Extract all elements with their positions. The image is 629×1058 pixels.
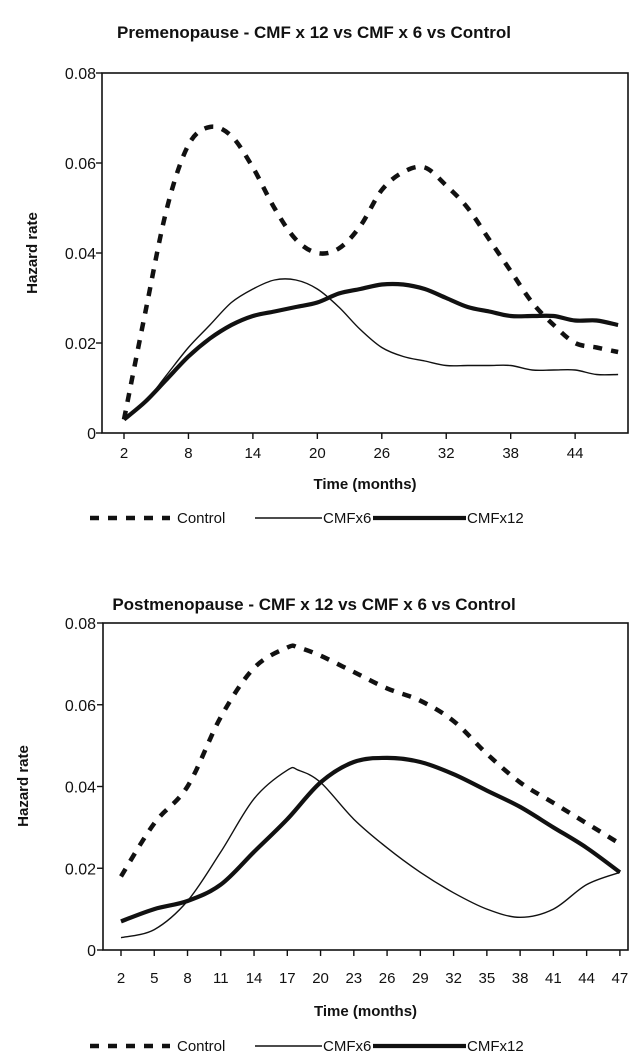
y-tick-label: 0.02 (65, 861, 96, 878)
legend-label-cmfx12: CMFx12 (467, 510, 524, 527)
series-line-cmfx12 (120, 755, 622, 924)
y-tick-label: 0.06 (65, 156, 96, 173)
y-axis-label: Hazard rate (15, 745, 32, 827)
legend-label-cmfx12: CMFx12 (467, 1038, 524, 1055)
x-tick-label: 26 (379, 970, 396, 987)
legend: Control CMFx6 CMFx12 (90, 510, 524, 527)
x-tick-label: 20 (309, 445, 326, 462)
y-tick-label: 0 (87, 426, 96, 443)
legend-label-cmfx6: CMFx6 (323, 1038, 371, 1055)
x-tick-label: 29 (412, 970, 429, 987)
x-tick-label: 14 (246, 970, 263, 987)
chart-title: Postmenopause - CMF x 12 vs CMF x 6 vs C… (112, 595, 515, 614)
x-tick-label: 38 (512, 970, 529, 987)
chart-premenopause: Premenopause - CMF x 12 vs CMF x 6 vs Co… (24, 23, 629, 527)
y-axis-label: Hazard rate (24, 212, 41, 294)
y-tick-label: 0.04 (65, 780, 96, 797)
x-axis-label: Time (months) (314, 1003, 417, 1020)
x-tick-label: 20 (312, 970, 329, 987)
series-line-control (121, 124, 619, 420)
x-tick-label: 41 (545, 970, 562, 987)
x-tick-label: 44 (567, 445, 584, 462)
x-tick-label: 38 (502, 445, 519, 462)
legend-label-control: Control (177, 510, 225, 527)
y-tick-label: 0.02 (65, 336, 96, 353)
x-tick-label: 26 (373, 445, 390, 462)
x-tick-label: 8 (183, 970, 191, 987)
x-tick-label: 5 (150, 970, 158, 987)
x-tick-label: 47 (612, 970, 629, 987)
legend-label-cmfx6: CMFx6 (323, 510, 371, 527)
y-tick-label: 0.04 (65, 246, 96, 263)
y-tick-label: 0.08 (65, 66, 96, 83)
x-tick-label: 8 (184, 445, 192, 462)
series-line-cmfx6 (120, 766, 621, 939)
x-tick-label: 2 (120, 445, 128, 462)
x-tick-label: 44 (578, 970, 595, 987)
x-tick-label: 2 (117, 970, 125, 987)
y-tick-label: 0.08 (65, 616, 96, 633)
legend-label-control: Control (177, 1038, 225, 1055)
series-line-cmfx6 (123, 278, 619, 421)
y-tick-label: 0.06 (65, 698, 96, 715)
x-tick-label: 35 (479, 970, 496, 987)
series-line-cmfx12 (122, 281, 619, 422)
legend: Control CMFx6 CMFx12 (90, 1038, 524, 1055)
x-tick-label: 17 (279, 970, 296, 987)
chart-postmenopause: Postmenopause - CMF x 12 vs CMF x 6 vs C… (15, 595, 629, 1055)
x-tick-label: 32 (438, 445, 455, 462)
y-tick-label: 0 (87, 943, 96, 960)
x-tick-label: 14 (245, 445, 262, 462)
x-tick-label: 32 (445, 970, 462, 987)
chart-title: Premenopause - CMF x 12 vs CMF x 6 vs Co… (117, 23, 511, 42)
x-tick-label: 23 (345, 970, 362, 987)
x-tick-label: 11 (213, 970, 229, 987)
series-line-control (119, 643, 622, 878)
plot-frame (101, 72, 629, 434)
x-axis-label: Time (months) (313, 476, 416, 493)
